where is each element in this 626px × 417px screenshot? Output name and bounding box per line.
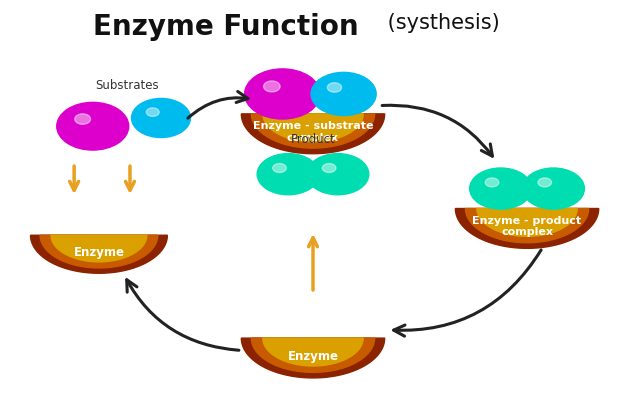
FancyArrowPatch shape — [188, 91, 248, 118]
Circle shape — [245, 69, 320, 119]
FancyArrowPatch shape — [394, 250, 541, 336]
Circle shape — [131, 98, 190, 138]
Polygon shape — [252, 114, 374, 148]
Polygon shape — [263, 114, 363, 142]
Text: Enzyme Function: Enzyme Function — [93, 13, 359, 41]
Circle shape — [322, 163, 336, 173]
Polygon shape — [51, 235, 147, 262]
Polygon shape — [252, 338, 374, 372]
Text: Enzyme - substrate
complex: Enzyme - substrate complex — [253, 121, 373, 143]
Circle shape — [273, 163, 286, 173]
Polygon shape — [465, 208, 588, 243]
Text: Substrates: Substrates — [95, 79, 158, 92]
FancyArrowPatch shape — [69, 166, 79, 190]
Circle shape — [57, 102, 129, 150]
FancyArrowPatch shape — [309, 238, 317, 290]
Circle shape — [74, 114, 91, 124]
Circle shape — [523, 168, 585, 209]
Text: Enzyme: Enzyme — [287, 349, 339, 362]
Circle shape — [264, 81, 280, 92]
Text: Enzyme: Enzyme — [73, 246, 125, 259]
Circle shape — [257, 153, 319, 195]
Circle shape — [485, 178, 499, 187]
Polygon shape — [242, 114, 384, 154]
Circle shape — [146, 108, 159, 116]
Text: Enzyme - product
complex: Enzyme - product complex — [473, 216, 582, 237]
Text: (systhesis): (systhesis) — [381, 13, 500, 33]
Polygon shape — [31, 235, 167, 273]
Circle shape — [327, 83, 342, 92]
FancyArrowPatch shape — [126, 166, 135, 190]
FancyArrowPatch shape — [382, 105, 493, 156]
Polygon shape — [477, 208, 577, 236]
Circle shape — [311, 73, 376, 116]
Circle shape — [470, 168, 531, 209]
Circle shape — [538, 178, 552, 187]
Polygon shape — [242, 338, 384, 378]
FancyArrowPatch shape — [126, 280, 239, 350]
Text: Product: Product — [290, 133, 336, 146]
Circle shape — [307, 153, 369, 195]
Polygon shape — [40, 235, 158, 268]
Polygon shape — [263, 338, 363, 366]
Polygon shape — [455, 208, 598, 249]
